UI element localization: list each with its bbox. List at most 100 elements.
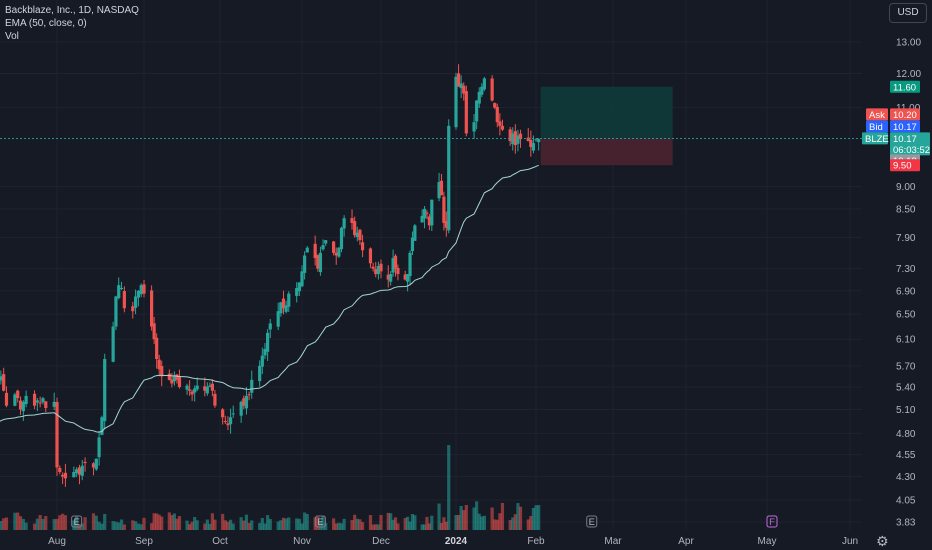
volume-bar xyxy=(439,522,444,530)
candle-body xyxy=(403,274,407,280)
volume-bar xyxy=(403,518,407,530)
volume-bar xyxy=(263,523,267,530)
candle-body xyxy=(213,393,217,406)
volume-bar xyxy=(396,523,400,530)
chart-grid xyxy=(0,0,862,530)
candle-body xyxy=(208,385,212,387)
volume-bar xyxy=(374,524,378,530)
x-tick-label: May xyxy=(758,536,777,547)
candle-body xyxy=(193,388,197,393)
candle-body xyxy=(316,254,320,269)
candle-body xyxy=(406,274,410,282)
volume-bar xyxy=(136,523,140,530)
candle-body xyxy=(205,387,209,394)
volume-bar xyxy=(24,522,28,530)
candle-body xyxy=(103,359,107,422)
candle-body xyxy=(420,215,424,223)
volume-bar xyxy=(358,519,362,530)
volume-bar xyxy=(472,507,476,530)
volume-bar xyxy=(21,518,25,530)
candle-body xyxy=(279,302,283,314)
candle-body xyxy=(91,463,96,468)
volume-bar xyxy=(430,515,434,530)
volume-bar xyxy=(18,516,23,530)
x-tick-label: Jun xyxy=(842,536,858,547)
candle-body xyxy=(117,285,121,299)
volume-bar xyxy=(456,514,461,530)
candle-body xyxy=(305,247,309,253)
volume-bar xyxy=(420,524,424,530)
candle-body xyxy=(170,379,174,384)
volume-bar xyxy=(111,521,115,530)
candle-body xyxy=(464,91,468,134)
legend-title: Backblaze, Inc., 1D, NASDAQ xyxy=(5,5,139,16)
x-tick-label: Mar xyxy=(604,536,622,547)
candle-body xyxy=(35,400,39,403)
volume-bar xyxy=(188,524,192,530)
volume-bar xyxy=(495,519,499,530)
candle-body xyxy=(498,121,502,126)
y-tick-label: 13.00 xyxy=(896,38,921,49)
candle-body xyxy=(358,229,362,241)
candle-body xyxy=(226,423,230,426)
ask-label-bg xyxy=(866,108,888,121)
candle-body xyxy=(32,393,37,406)
candle-body xyxy=(537,139,541,143)
volume-bars xyxy=(0,445,541,530)
candle-body xyxy=(287,293,291,307)
x-tick-label: Dec xyxy=(372,536,390,547)
volume-bar xyxy=(508,520,512,530)
volume-bar xyxy=(295,518,299,530)
countdown-label-bg xyxy=(890,143,930,156)
last-price-label-bg xyxy=(890,132,930,145)
candle-body xyxy=(260,355,264,367)
candle-body xyxy=(396,267,400,275)
currency-button[interactable]: USD xyxy=(889,3,927,23)
earnings-marker xyxy=(314,515,326,528)
volume-bar xyxy=(97,521,101,530)
volume-bar xyxy=(122,524,126,530)
bid-label-bg xyxy=(866,120,888,133)
candle-body xyxy=(190,391,194,395)
x-axis-ticks: Aug Sep Oct Nov Dec 2024 Feb Mar Apr May Jun xyxy=(48,536,858,547)
candle-body xyxy=(172,376,176,382)
candle-body xyxy=(303,255,307,273)
candle-body xyxy=(300,271,304,287)
candle-body xyxy=(63,472,68,479)
candle-body xyxy=(188,389,192,391)
volume-bar xyxy=(437,503,441,530)
volume-bar xyxy=(221,513,225,530)
candle-body xyxy=(425,212,429,214)
volume-bar xyxy=(493,519,497,530)
candle-body xyxy=(142,284,146,294)
volume-bar xyxy=(316,516,320,530)
volume-bar xyxy=(155,513,159,530)
volume-bar xyxy=(167,512,171,530)
volume-bar xyxy=(276,521,280,530)
volume-bar xyxy=(55,518,59,530)
volume-bar xyxy=(75,515,79,530)
candle-body xyxy=(221,409,225,418)
volume-bar xyxy=(447,445,451,530)
volume-bar xyxy=(300,523,304,530)
ask-label: Ask xyxy=(869,110,885,121)
legend-vol[interactable]: Vol xyxy=(5,31,19,42)
candle-body xyxy=(150,290,154,327)
volume-bar xyxy=(266,515,270,530)
bid-price-label-bg xyxy=(890,120,920,133)
volume-bar xyxy=(41,518,45,530)
candle-body xyxy=(72,471,76,478)
volume-bar xyxy=(83,517,87,530)
candle-body xyxy=(475,100,479,122)
candle-body xyxy=(480,86,484,95)
x-tick-label: 2024 xyxy=(445,536,468,547)
legend-ema[interactable]: EMA (50, close, 0) xyxy=(5,18,87,29)
gear-icon[interactable]: ⚙ xyxy=(876,533,889,549)
volume-bar xyxy=(175,518,179,530)
volume-bar xyxy=(342,518,346,530)
x-tick-label: Apr xyxy=(678,536,694,547)
candle-body xyxy=(244,395,249,409)
volume-bar xyxy=(303,512,307,530)
